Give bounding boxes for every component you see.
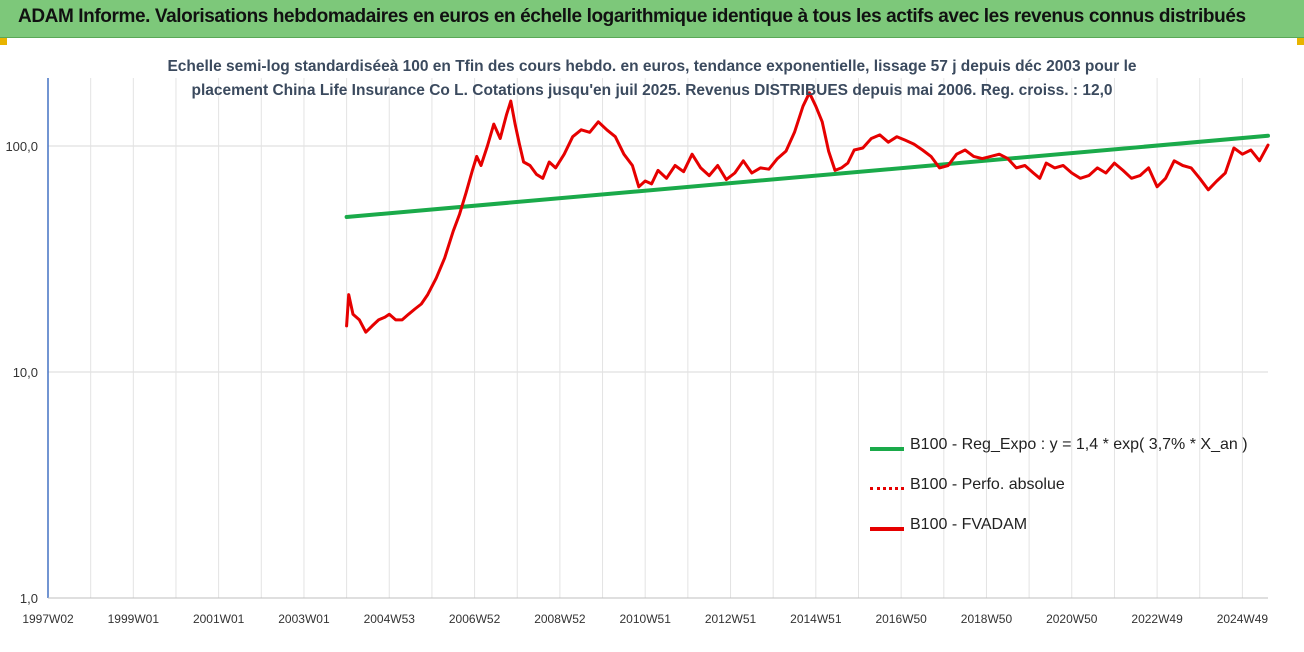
header-banner: ADAM Informe. Valorisations hebdomadaire… bbox=[0, 0, 1304, 38]
x-tick-label: 2004W53 bbox=[364, 612, 416, 626]
chart-area: 1,0 10,0 100,0 1997W02 1999W01 2001W01 2003W0… bbox=[0, 38, 1304, 652]
legend-swatch-perfo bbox=[870, 487, 904, 490]
x-tick-label: 2010W51 bbox=[620, 612, 672, 626]
x-tick-label: 2008W52 bbox=[534, 612, 586, 626]
x-tick-label: 2018W50 bbox=[961, 612, 1013, 626]
chart-title-line-2: placement China Life Insurance Co L. Cot… bbox=[191, 82, 1113, 99]
axes bbox=[47, 78, 1268, 599]
legend-label-regression: B100 - Reg_Expo : y = 1,4 * exp( 3,7% * … bbox=[910, 436, 1248, 453]
chart-title-line-1: Echelle semi-log standardiséeà 100 en Tf… bbox=[167, 58, 1137, 75]
x-tick-label: 2001W01 bbox=[193, 612, 245, 626]
legend-label-fvadam: B100 - FVADAM bbox=[910, 516, 1028, 533]
chart-svg: 1,0 10,0 100,0 1997W02 1999W01 2001W01 2003W0… bbox=[5, 78, 1270, 626]
series-layer bbox=[344, 91, 1270, 334]
legend-label-perfo: B100 - Perfo. absolue bbox=[910, 476, 1065, 493]
x-tick-label: 1999W01 bbox=[108, 612, 160, 626]
y-tick-label: 10,0 bbox=[13, 365, 38, 380]
y-gridlines bbox=[48, 145, 1268, 599]
regression-series-line bbox=[344, 133, 1270, 219]
x-tick-label: 1997W02 bbox=[22, 612, 74, 626]
corner-mark bbox=[1297, 38, 1304, 45]
page-title: ADAM Informe. Valorisations hebdomadaire… bbox=[18, 6, 1246, 27]
x-tick-label: 2016W50 bbox=[875, 612, 927, 626]
x-tick-label: 2003W01 bbox=[278, 612, 330, 626]
legend-swatch-regression bbox=[870, 447, 904, 451]
x-tick-label: 2024W49 bbox=[1217, 612, 1269, 626]
x-tick-label: 2012W51 bbox=[705, 612, 757, 626]
x-tick-labels: 1997W02 1999W01 2001W01 2003W01 2004W53 2006W… bbox=[22, 612, 1268, 626]
x-tick-label: 2006W52 bbox=[449, 612, 501, 626]
x-tick-label: 2014W51 bbox=[790, 612, 842, 626]
y-tick-label: 100,0 bbox=[5, 139, 38, 154]
x-tick-label: 2020W50 bbox=[1046, 612, 1098, 626]
x-tick-label: 2022W49 bbox=[1131, 612, 1183, 626]
y-tick-label: 1,0 bbox=[20, 591, 38, 606]
y-tick-labels: 1,0 10,0 100,0 bbox=[5, 139, 38, 606]
legend-swatch-fvadam bbox=[870, 527, 904, 531]
corner-mark bbox=[0, 38, 7, 45]
fvadam-series-line bbox=[345, 91, 1270, 334]
x-gridlines bbox=[47, 78, 1243, 598]
